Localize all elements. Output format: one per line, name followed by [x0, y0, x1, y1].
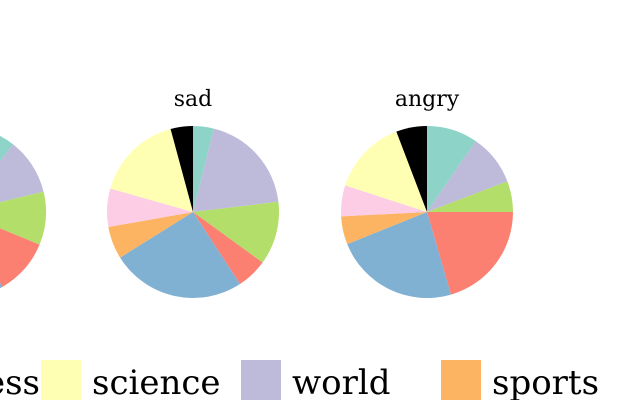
pie-slice: [120, 212, 240, 298]
pie-slice: [427, 141, 508, 212]
pie-slice: [345, 131, 427, 212]
pie-slice: [108, 212, 193, 258]
pie-slice: [427, 126, 476, 212]
pie-slice: [110, 128, 193, 212]
pie-slice: [427, 181, 513, 212]
pie-slice: [341, 212, 427, 245]
pie-slice: [193, 128, 279, 212]
pie-slice: [0, 144, 44, 203]
legend-swatch: [41, 360, 81, 400]
pie-slice: [0, 191, 46, 245]
pie-slice: [0, 135, 14, 162]
legend-label: ess: [0, 363, 40, 400]
pie-slice: [106, 188, 193, 228]
chart-title: angry: [395, 87, 460, 112]
legend-swatch: [441, 360, 481, 400]
legend-label: world: [292, 363, 390, 400]
legend-label: sports: [492, 363, 599, 400]
legend-swatch: [241, 360, 281, 400]
pie-slice: [427, 212, 513, 295]
pie-slice: [0, 282, 3, 289]
pie-slice: [193, 126, 214, 212]
pie-slice: [396, 126, 427, 212]
pie-slice: [193, 212, 263, 285]
legend-label: science: [92, 363, 221, 400]
pie-slice: [341, 185, 427, 217]
pie-slice: [193, 201, 279, 263]
pie-slice: [170, 126, 193, 212]
pie-slice: [0, 228, 40, 287]
pie-slice: [347, 212, 451, 299]
chart-title: sad: [174, 87, 213, 112]
